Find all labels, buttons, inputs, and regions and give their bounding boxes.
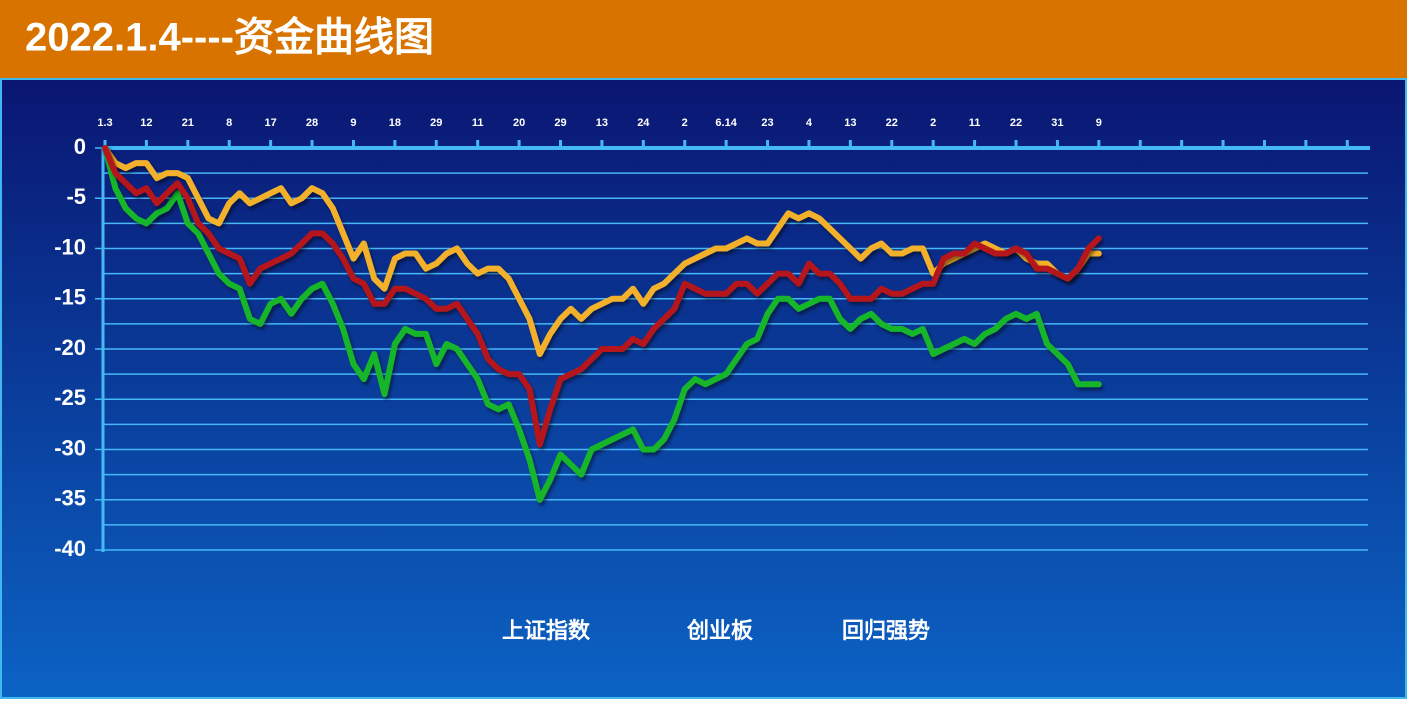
x-tick-label: 8 <box>226 117 232 129</box>
x-tick-label: 21 <box>182 117 194 129</box>
x-tick-label: 2 <box>930 117 936 129</box>
y-tick-label: -15 <box>54 285 86 310</box>
x-tick-label: 9 <box>1096 117 1102 129</box>
x-tick-label: 2 <box>682 117 688 129</box>
x-tick-label: 13 <box>596 117 608 129</box>
x-tick-label: 29 <box>554 117 566 129</box>
legend-label: 创业板 <box>686 618 754 643</box>
x-tick-label: 22 <box>886 117 898 129</box>
x-tick-label: 31 <box>1051 117 1063 129</box>
x-tick-label: 6.14 <box>715 117 737 129</box>
x-tick-label: 1.3 <box>97 117 112 129</box>
y-tick-label: -30 <box>54 435 86 460</box>
series-line <box>102 145 1102 448</box>
x-tick-label: 11 <box>472 117 484 129</box>
y-tick-label: -25 <box>54 385 86 410</box>
y-tick-label: -35 <box>54 486 86 511</box>
chart-title: 2022.1.4----资金曲线图 <box>25 15 434 60</box>
x-tick-label: 13 <box>844 117 856 129</box>
x-tick-label: 11 <box>969 117 981 129</box>
x-tick-label: 18 <box>389 117 401 129</box>
x-tick-label: 12 <box>140 117 152 129</box>
x-tick-label: 9 <box>350 117 356 129</box>
x-tick-label: 28 <box>306 117 318 129</box>
x-tick-label: 4 <box>806 117 813 129</box>
x-tick-label: 17 <box>265 117 277 129</box>
legend-label: 上证指数 <box>502 618 591 643</box>
y-tick-label: 0 <box>74 134 86 159</box>
x-tick-label: 22 <box>1010 117 1022 129</box>
y-tick-label: -40 <box>54 536 86 561</box>
legend-label: 回归强势 <box>842 618 930 643</box>
y-tick-label: -10 <box>54 234 86 259</box>
x-tick-label: 20 <box>513 117 525 129</box>
x-tick-label: 24 <box>637 117 650 129</box>
chart-panel <box>0 78 1407 699</box>
header-bar <box>0 0 1407 78</box>
x-tick-label: 29 <box>430 117 442 129</box>
y-tick-label: -20 <box>54 335 86 360</box>
x-tick-label: 23 <box>761 117 773 129</box>
y-tick-label: -5 <box>66 184 86 209</box>
series-line <box>102 145 1102 503</box>
series-line <box>102 145 1102 357</box>
